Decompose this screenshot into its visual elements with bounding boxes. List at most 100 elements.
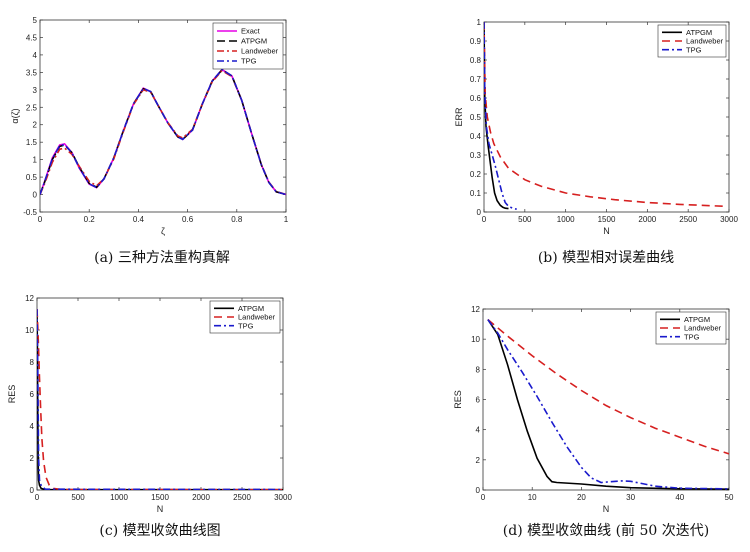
x-tick-label: 0.6 [182, 215, 194, 224]
y-tick-label: 0 [33, 191, 38, 200]
y-axis-label: ERR [454, 107, 464, 127]
x-tick-label: 1500 [598, 215, 616, 224]
legend-label: Landweber [686, 37, 724, 46]
y-tick-label: 8 [476, 365, 481, 374]
y-tick-label: 0.3 [470, 151, 482, 160]
x-tick-label: 0 [481, 493, 486, 502]
y-tick-label: 0.4 [470, 132, 482, 141]
y-tick-label: 0.2 [470, 170, 482, 179]
caption-a: (a) 三种方法重构真解 [94, 250, 230, 266]
legend-label: TPG [238, 321, 254, 330]
y-tick-label: 4 [33, 51, 38, 60]
y-tick-label: 1.5 [26, 138, 38, 147]
panel-d: (d) 模型收敛曲线 (前 50 次迭代) 0 10 20 30 40 50 0 2 4 6 8 10… [453, 305, 734, 539]
x-tick-label: 20 [577, 493, 586, 502]
legend-label: TPG [241, 57, 257, 66]
y-tick-label: 0.5 [470, 113, 482, 122]
x-tick-label: 3000 [274, 493, 292, 502]
y-tick-label: 3 [33, 86, 38, 95]
x-tick-label: 2000 [638, 215, 656, 224]
legend-label: TPG [686, 45, 702, 54]
x-tick-label: 0 [35, 493, 40, 502]
x-tick-label: 1000 [110, 493, 128, 502]
caption-c: (c) 模型收敛曲线图 [99, 523, 220, 539]
x-tick-label: 0 [38, 215, 43, 224]
x-axis-label: ζ [161, 226, 165, 236]
legend-label: Landweber [238, 313, 276, 322]
y-tick-label: 2 [476, 456, 481, 465]
y-tick-label: 2 [33, 121, 38, 130]
x-tick-label: 3000 [720, 215, 738, 224]
x-tick-label: 500 [518, 215, 532, 224]
x-tick-label: 500 [71, 493, 85, 502]
y-tick-label: 0.7 [470, 75, 482, 84]
x-axis-label: N [603, 504, 610, 514]
series-line-atpgm [40, 68, 286, 196]
caption-d: (d) 模型收敛曲线 (前 50 次迭代) [503, 522, 709, 539]
legend-label: ATPGM [238, 304, 264, 313]
y-tick-label: 1 [477, 18, 482, 27]
y-tick-label: 0 [477, 208, 482, 217]
legend-label: TPG [684, 332, 700, 341]
x-tick-label: 0.8 [231, 215, 243, 224]
series-line-landweber [487, 318, 729, 455]
x-axis-label: N [603, 226, 610, 236]
x-tick-label: 30 [626, 493, 635, 502]
x-tick-label: 1000 [557, 215, 575, 224]
y-tick-label: 12 [471, 305, 480, 314]
y-tick-label: 5 [33, 16, 38, 25]
y-axis-label: α(ζ) [10, 108, 20, 123]
y-tick-label: 0.9 [470, 37, 482, 46]
x-tick-label: 0.2 [84, 215, 96, 224]
series-line-landweber [484, 22, 725, 208]
x-tick-label: 2500 [233, 493, 251, 502]
series-line-atpgm [487, 319, 729, 490]
x-tick-label: 0 [482, 215, 487, 224]
y-axis-label: RES [7, 385, 17, 404]
x-tick-label: 2000 [192, 493, 210, 502]
y-tick-label: 3.5 [26, 68, 38, 77]
x-tick-label: 50 [725, 493, 734, 502]
x-tick-label: 2500 [679, 215, 697, 224]
series-line-tpg [484, 22, 517, 210]
y-tick-label: 4 [30, 422, 35, 431]
y-axis-label: RES [453, 390, 463, 409]
y-tick-label: 8 [30, 358, 35, 367]
y-tick-label: 0.6 [470, 94, 482, 103]
panel-b: (b) 模型相对误差曲线 0 500 1000 1500 2000 2500 3000 0 0.… [454, 18, 738, 266]
y-tick-label: 2.5 [26, 103, 38, 112]
x-tick-label: 1 [284, 215, 289, 224]
legend-label: ATPGM [684, 315, 710, 324]
y-tick-label: 10 [25, 326, 34, 335]
y-tick-label: 0 [476, 486, 481, 495]
y-tick-label: 12 [25, 294, 34, 303]
y-tick-label: 0.1 [470, 189, 482, 198]
panel-c: (c) 模型收敛曲线图 0 500 1000 1500 2000 2500 3000 0 2 4 6… [7, 294, 292, 539]
legend-label: Landweber [684, 324, 722, 333]
x-tick-label: 0.4 [133, 215, 145, 224]
legend-label: Landweber [241, 47, 279, 56]
legend-label: ATPGM [241, 37, 267, 46]
y-tick-label: 6 [30, 390, 35, 399]
panel-a: (a) 三种方法重构真解 0 0.2 0.4 0.6 0.8 1-0.500.511.52… [10, 16, 289, 266]
x-axis-label: N [157, 504, 164, 514]
y-tick-label: 4.5 [26, 33, 38, 42]
y-tick-label: 0.8 [470, 56, 482, 65]
series-line-tpg [487, 319, 729, 490]
legend-label: Exact [241, 27, 261, 36]
x-tick-label: 40 [675, 493, 684, 502]
x-tick-label: 10 [528, 493, 537, 502]
series-line-landweber [40, 69, 286, 196]
y-tick-label: 4 [476, 426, 481, 435]
y-tick-label: 0.5 [26, 173, 38, 182]
y-tick-label: 2 [30, 454, 35, 463]
x-tick-label: 1500 [151, 493, 169, 502]
caption-b: (b) 模型相对误差曲线 [538, 250, 674, 266]
series-line-atpgm [484, 22, 509, 210]
y-tick-label: 1 [33, 156, 38, 165]
series-line-tpg [37, 309, 283, 490]
y-tick-label: 6 [476, 396, 481, 405]
legend-label: ATPGM [686, 28, 712, 37]
y-tick-label: 0 [30, 486, 35, 495]
